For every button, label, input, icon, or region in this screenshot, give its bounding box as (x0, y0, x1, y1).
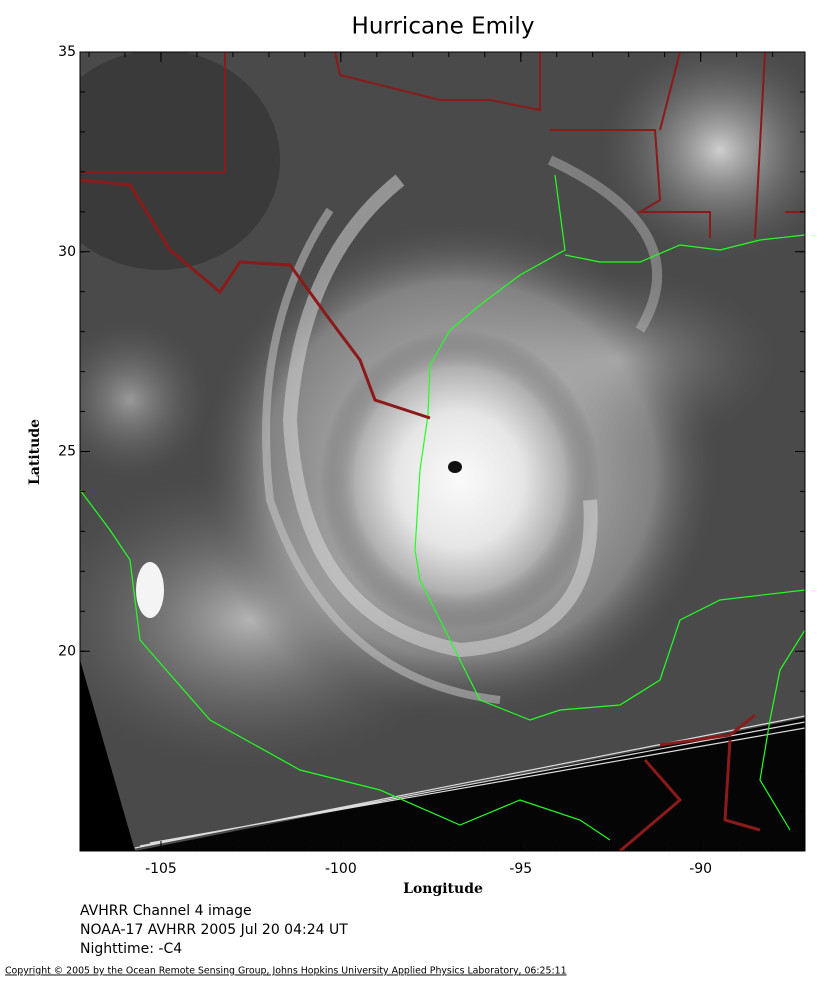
y-axis-label: Latitude (27, 419, 43, 485)
title: Hurricane Emily (352, 14, 535, 40)
satellite-image (80, 52, 805, 851)
x-tick-label: -100 (325, 861, 357, 877)
note: Nighttime: -C4 (80, 941, 182, 957)
x-tick-label: -95 (509, 861, 532, 877)
x-tick-label: -90 (689, 861, 712, 877)
x-tick-label: -105 (145, 861, 177, 877)
axes: -105 -100 -95 -90 20 25 30 35 (58, 44, 805, 877)
note: AVHRR Channel 4 image (80, 903, 252, 919)
note: NOAA-17 AVHRR 2005 Jul 20 04:24 UT (80, 922, 348, 938)
y-tick-label: 30 (58, 244, 76, 260)
y-tick-label: 25 (58, 444, 76, 460)
y-tick-label: 35 (58, 44, 76, 60)
x-axis-label: Longitude (403, 881, 483, 897)
copyright: Copyright © 2005 by the Ocean Remote Sen… (5, 966, 567, 977)
y-tick-label: 20 (58, 643, 76, 659)
